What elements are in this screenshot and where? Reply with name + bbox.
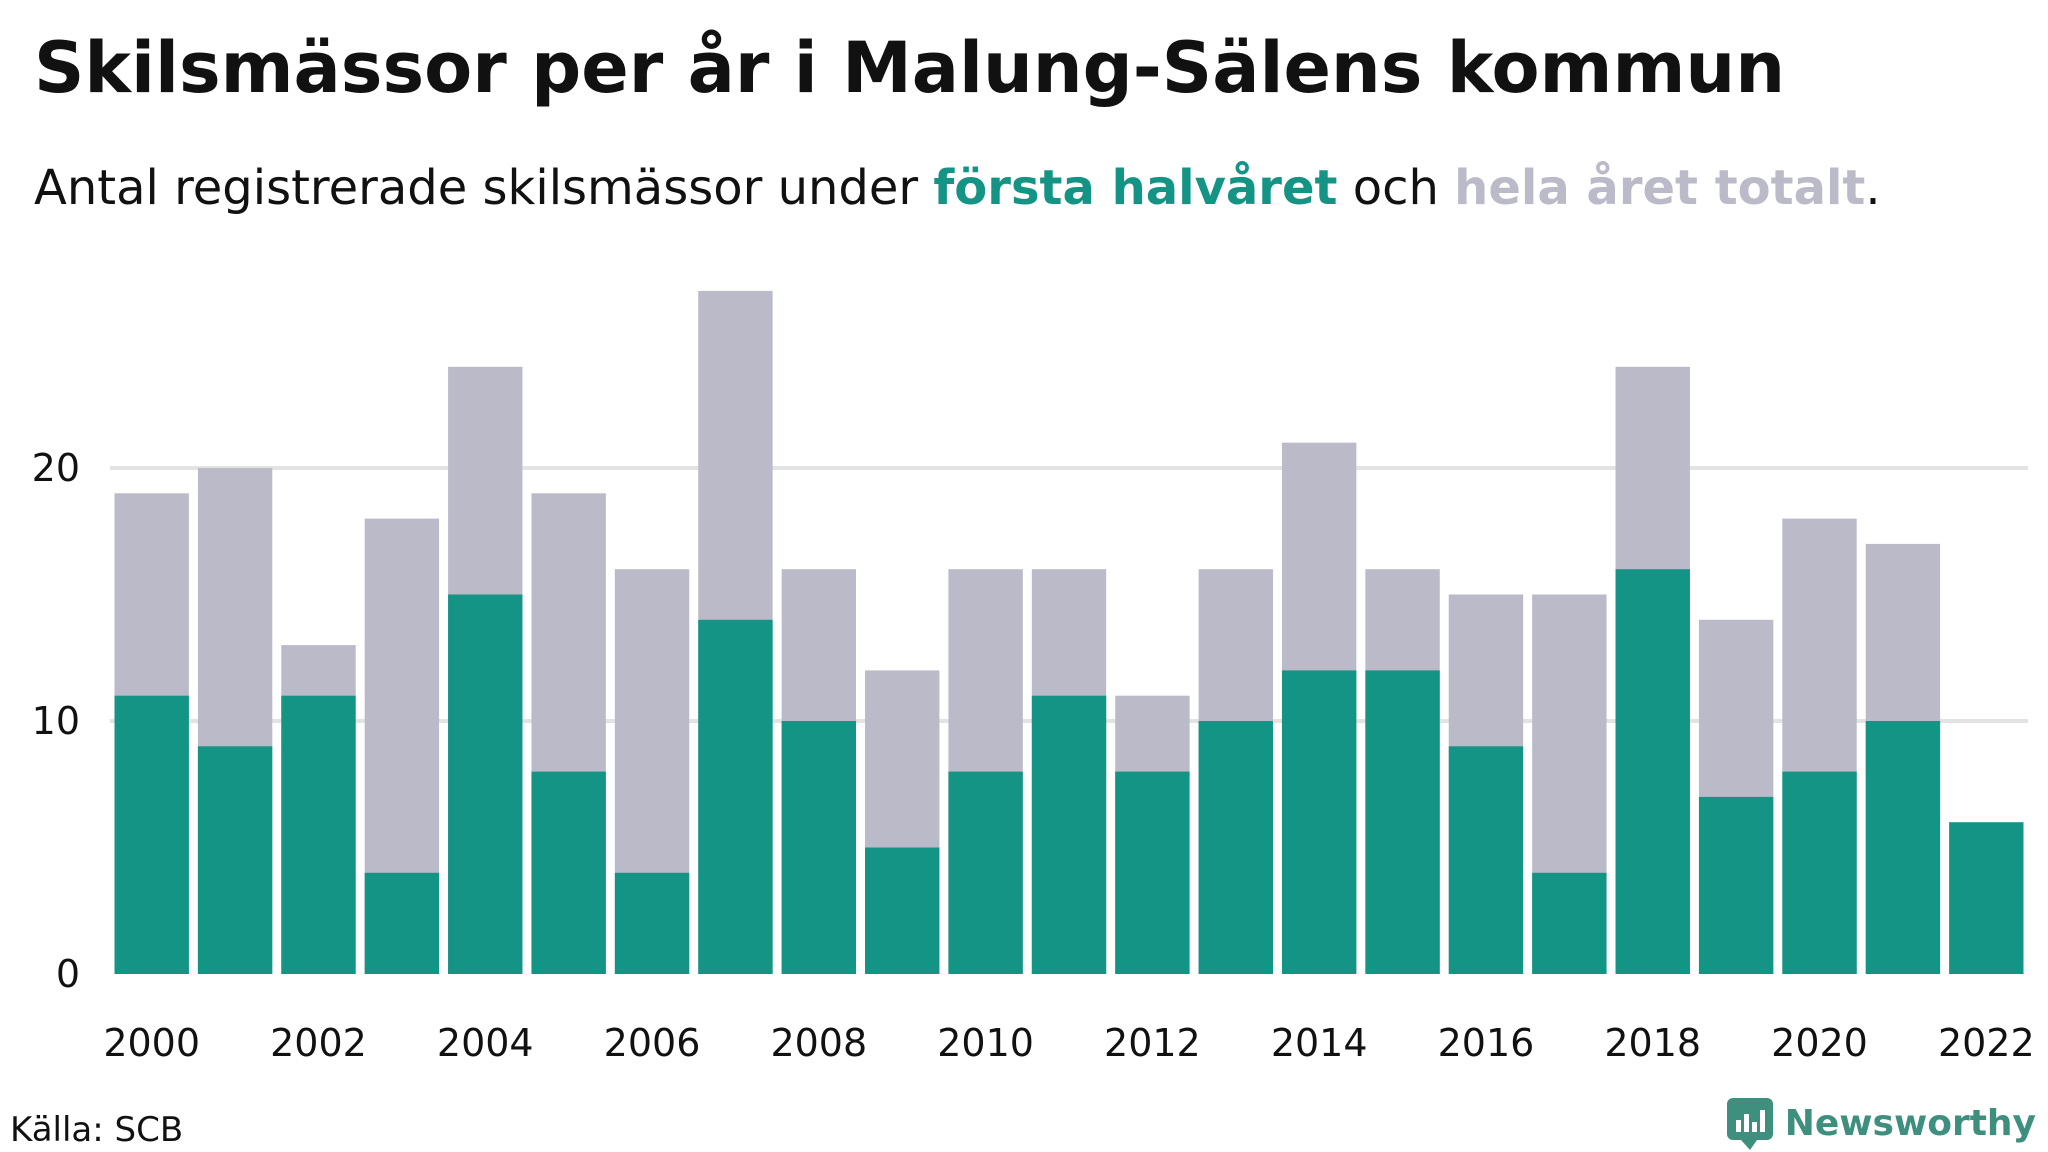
y-axis-ticks: 0 10 20 bbox=[32, 446, 80, 996]
x-tick-label-2014: 2014 bbox=[1271, 1021, 1368, 1065]
bar-first-half-2021 bbox=[1865, 721, 1941, 974]
x-tick-label-2006: 2006 bbox=[604, 1021, 701, 1065]
bar-first-half-2005 bbox=[531, 771, 606, 974]
newsworthy-icon bbox=[1726, 1098, 1773, 1150]
x-tick-label-2020: 2020 bbox=[1771, 1021, 1868, 1065]
x-tick-label-2022: 2022 bbox=[1938, 1021, 2035, 1065]
bar-first-half-2012 bbox=[1115, 771, 1190, 974]
bar-first-half-2019 bbox=[1698, 796, 1774, 974]
chart-title: Skilsmässor per år i Malung-Sälens kommu… bbox=[34, 27, 1786, 109]
bar-first-half-2001 bbox=[197, 746, 273, 974]
x-tick-label-2000: 2000 bbox=[103, 1021, 200, 1065]
x-tick-label-2012: 2012 bbox=[1104, 1021, 1201, 1065]
bar-first-half-2007 bbox=[698, 619, 773, 974]
subtitle-text-start: Antal registrerade skilsmässor under bbox=[34, 160, 934, 216]
bar-first-half-2020 bbox=[1782, 771, 1857, 974]
x-tick-label-2016: 2016 bbox=[1438, 1021, 1535, 1065]
x-tick-label-2010: 2010 bbox=[937, 1021, 1034, 1065]
bar-first-half-2000 bbox=[114, 695, 189, 974]
y-tick-label-0: 0 bbox=[56, 952, 80, 996]
x-tick-label-2008: 2008 bbox=[770, 1021, 867, 1065]
x-tick-label-2018: 2018 bbox=[1604, 1021, 1701, 1065]
subtitle-text-middle: och bbox=[1337, 160, 1455, 216]
bar-first-half-2011 bbox=[1031, 695, 1107, 974]
bar-first-half-2008 bbox=[781, 721, 857, 974]
newsworthy-logo: Newsworthy bbox=[1726, 1098, 2036, 1150]
y-tick-label-20: 20 bbox=[32, 446, 80, 490]
x-axis-ticks: 2000 2002 2004 2006 2008 2010 2012 2014 2016 2018… bbox=[103, 1021, 2034, 1065]
subtitle-legend-first-half: första halvåret bbox=[933, 160, 1338, 216]
bar-first-half-2006 bbox=[614, 872, 690, 974]
bar-first-half-2004 bbox=[448, 594, 523, 974]
bar-first-half-2003 bbox=[364, 872, 440, 974]
subtitle-legend-full-year: hela året totalt bbox=[1454, 160, 1866, 216]
x-tick-label-2004: 2004 bbox=[437, 1021, 534, 1065]
bars bbox=[114, 290, 2024, 974]
x-tick-label-2002: 2002 bbox=[270, 1021, 367, 1065]
bar-first-half-2014 bbox=[1281, 670, 1357, 974]
bar-first-half-2013 bbox=[1198, 721, 1273, 974]
subtitle-text-end: . bbox=[1865, 160, 1881, 216]
chart-subtitle: Antal registrerade skilsmässor under för… bbox=[34, 150, 1881, 226]
bar-first-half-2022 bbox=[1949, 822, 2024, 974]
bar-first-half-2016 bbox=[1448, 746, 1524, 974]
bar-first-half-2017 bbox=[1532, 872, 1607, 974]
y-tick-label-10: 10 bbox=[32, 699, 80, 743]
bar-first-half-2010 bbox=[948, 771, 1023, 974]
bar-first-half-2018 bbox=[1615, 569, 1690, 974]
bar-first-half-2015 bbox=[1365, 670, 1440, 974]
bar-first-half-2009 bbox=[865, 847, 940, 974]
source-note: Källa: SCB bbox=[10, 1110, 184, 1150]
bar-first-half-2002 bbox=[281, 695, 356, 974]
newsworthy-wordmark: Newsworthy bbox=[1784, 1103, 2036, 1144]
